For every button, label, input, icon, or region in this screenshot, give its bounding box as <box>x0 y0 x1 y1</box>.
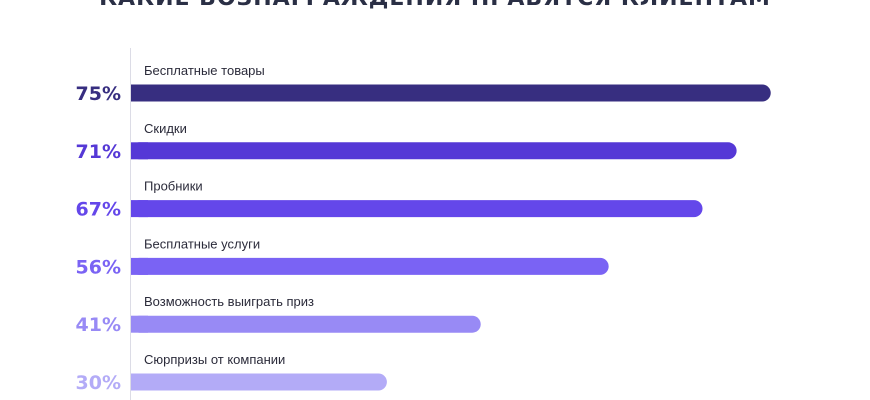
bar-4-base <box>131 257 148 275</box>
value-label-4: 56% <box>76 256 121 278</box>
category-label-5: Возможность выиграть приз <box>144 294 314 309</box>
category-label-3: Пробники <box>144 179 203 194</box>
bar-5 <box>131 315 481 333</box>
value-label-1: 75% <box>76 83 121 105</box>
value-label-3: 67% <box>76 199 121 221</box>
category-label-2: Скидки <box>144 121 187 136</box>
bar-6-base <box>131 373 148 391</box>
bar-6 <box>131 373 387 391</box>
bar-4 <box>131 257 609 275</box>
bar-2-base <box>131 142 148 160</box>
category-label-1: Бесплатные товары <box>144 63 265 78</box>
bar-1 <box>131 84 771 102</box>
bar-1-base <box>131 84 148 102</box>
bar-3-base <box>131 200 148 218</box>
value-label-5: 41% <box>76 314 121 336</box>
bar-2 <box>131 142 737 160</box>
value-label-6: 30% <box>76 372 121 394</box>
value-label-2: 71% <box>76 141 121 163</box>
bar-5-base <box>131 315 148 333</box>
chart-title: КАКИЕ ВОЗНАГРАЖДЕНИЯ НРАВЯТСЯ КЛИЕНТАМ <box>0 0 870 11</box>
category-label-6: Сюрпризы от компании <box>144 352 285 367</box>
category-label-4: Бесплатные услуги <box>144 236 260 251</box>
bar-3 <box>131 200 703 218</box>
